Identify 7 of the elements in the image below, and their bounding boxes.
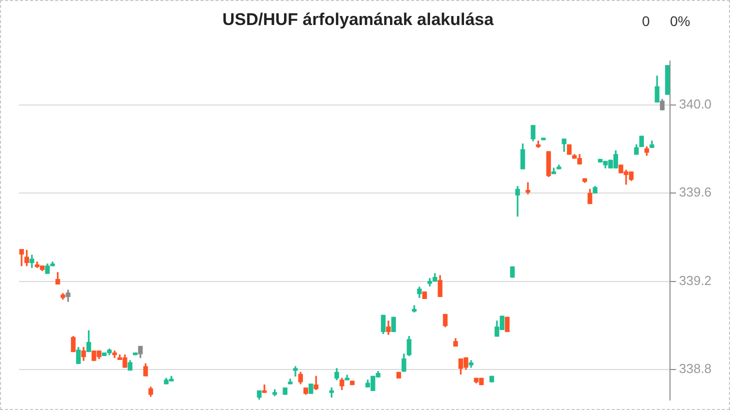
y-tick-label: 338.8 [679, 360, 712, 376]
y-tick-label: 339.2 [679, 272, 712, 288]
chart-title: USD/HUF árfolyamának alakulása [222, 10, 494, 29]
text: 0 [642, 13, 650, 29]
text: 0% [670, 13, 690, 29]
y-tick-label: 339.6 [679, 184, 712, 200]
y-tick-label: 340.0 [679, 96, 712, 112]
